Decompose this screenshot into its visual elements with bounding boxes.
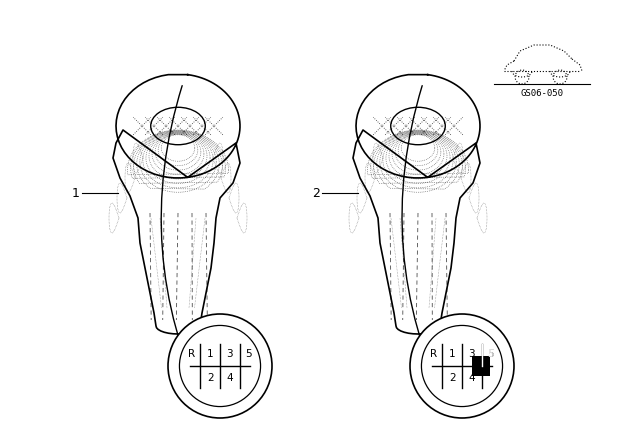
Circle shape xyxy=(168,314,272,418)
Text: 4: 4 xyxy=(468,373,475,383)
Text: R: R xyxy=(188,349,195,359)
Text: 1: 1 xyxy=(72,186,80,199)
Text: 2: 2 xyxy=(207,373,213,383)
Circle shape xyxy=(410,314,514,418)
Text: 1: 1 xyxy=(449,349,456,359)
Text: 5: 5 xyxy=(487,349,494,359)
Text: 2: 2 xyxy=(449,373,456,383)
Text: 5: 5 xyxy=(487,349,494,359)
Text: 4: 4 xyxy=(227,373,233,383)
Text: 3: 3 xyxy=(227,349,233,359)
Text: R: R xyxy=(430,349,437,359)
Text: GS06-050: GS06-050 xyxy=(520,89,563,98)
Text: 3: 3 xyxy=(468,349,475,359)
Text: 1: 1 xyxy=(207,349,213,359)
Text: 2: 2 xyxy=(312,186,320,199)
Text: 5: 5 xyxy=(245,349,252,359)
Bar xyxy=(472,356,490,376)
